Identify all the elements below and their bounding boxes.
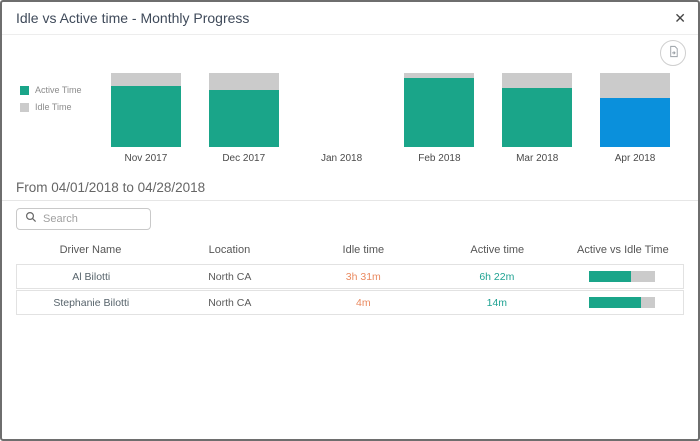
date-range-heading: From 04/01/2018 to 04/28/2018 xyxy=(16,180,206,195)
driver-name-cell: Stephanie Bilotti xyxy=(53,296,130,309)
location-cell: North CA xyxy=(208,270,252,283)
close-icon[interactable]: ✕ xyxy=(674,10,686,26)
chart-slot xyxy=(488,73,586,147)
bar-idle-segment xyxy=(600,73,671,99)
month-label: Nov 2017 xyxy=(124,153,168,164)
header-driver-name: Driver Name xyxy=(59,244,122,256)
active-vs-idle-cell xyxy=(561,271,683,282)
chart-bar-nov-2017[interactable] xyxy=(110,73,181,147)
bar-active-segment xyxy=(600,98,671,147)
chart-bars xyxy=(97,73,684,147)
active-portion xyxy=(589,297,641,308)
month-label: Dec 2017 xyxy=(222,153,266,164)
chart-slot xyxy=(586,73,684,147)
chart-bar-dec-2017[interactable] xyxy=(208,73,279,147)
table-row[interactable]: Stephanie Bilotti North CA 4m 14m xyxy=(16,290,684,315)
bar-active-segment xyxy=(502,87,573,147)
active-vs-idle-bar xyxy=(589,297,656,308)
legend-item-active[interactable]: Active Time xyxy=(20,85,82,95)
dialog-title: Idle vs Active time - Monthly Progress xyxy=(16,10,250,26)
chart-slot xyxy=(97,73,195,147)
month-label: Jan 2018 xyxy=(320,153,363,164)
bar-idle-segment xyxy=(502,73,573,88)
active-time-cell: 6h 22m xyxy=(479,270,515,283)
chart-legend: Active Time Idle Time xyxy=(20,85,82,119)
chart-bar-apr-2018[interactable] xyxy=(600,73,671,147)
legend-label: Active Time xyxy=(35,85,82,95)
legend-label: Idle Time xyxy=(35,102,72,112)
search-icon xyxy=(25,210,37,228)
drivers-table: Driver Name Location Idle time Active ti… xyxy=(16,240,684,316)
chart-bar-mar-2018[interactable] xyxy=(502,73,573,147)
bar-idle-segment xyxy=(404,73,475,79)
month-label: Mar 2018 xyxy=(516,153,559,164)
dialog-title-bar: Idle vs Active time - Monthly Progress ✕ xyxy=(2,2,698,35)
bar-idle-segment xyxy=(208,73,279,91)
active-portion xyxy=(589,271,632,282)
chart-slot xyxy=(195,73,293,147)
chart-labels: Nov 2017 Dec 2017 Jan 2018 Feb 2018 Mar 2018… xyxy=(97,153,684,164)
bar-active-segment xyxy=(110,86,181,147)
header-active-vs-idle: Active vs Idle Time xyxy=(577,244,669,256)
search-box[interactable] xyxy=(16,208,151,230)
header-active-time: Active time xyxy=(470,244,525,256)
idle-time-cell: 4m xyxy=(356,296,371,309)
bar-active-segment xyxy=(208,90,279,147)
bar-active-segment xyxy=(404,78,475,147)
idle-time-cell: 3h 31m xyxy=(345,270,381,283)
month-label: Apr 2018 xyxy=(614,153,656,164)
month-label: Feb 2018 xyxy=(418,153,461,164)
idle-time-swatch xyxy=(20,102,29,112)
legend-item-idle[interactable]: Idle Time xyxy=(20,102,82,112)
driver-name-cell: Al Bilotti xyxy=(72,270,111,283)
bar-idle-segment xyxy=(110,73,181,87)
divider xyxy=(2,200,698,201)
active-time-cell: 14m xyxy=(486,296,508,309)
location-cell: North CA xyxy=(208,296,252,309)
export-icon xyxy=(667,45,680,61)
chart-bar-feb-2018[interactable] xyxy=(404,73,475,147)
active-vs-idle-bar xyxy=(589,271,656,282)
chart-slot xyxy=(390,73,488,147)
active-time-swatch xyxy=(20,85,29,95)
header-idle-time: Idle time xyxy=(342,244,385,256)
export-report-button[interactable] xyxy=(660,40,686,66)
table-row[interactable]: Al Bilotti North CA 3h 31m 6h 22m xyxy=(16,264,684,289)
active-vs-idle-cell xyxy=(561,297,683,308)
search-input[interactable] xyxy=(43,213,142,225)
header-location: Location xyxy=(208,244,251,256)
table-header-row: Driver Name Location Idle time Active ti… xyxy=(16,240,684,260)
chart-slot xyxy=(293,73,391,147)
